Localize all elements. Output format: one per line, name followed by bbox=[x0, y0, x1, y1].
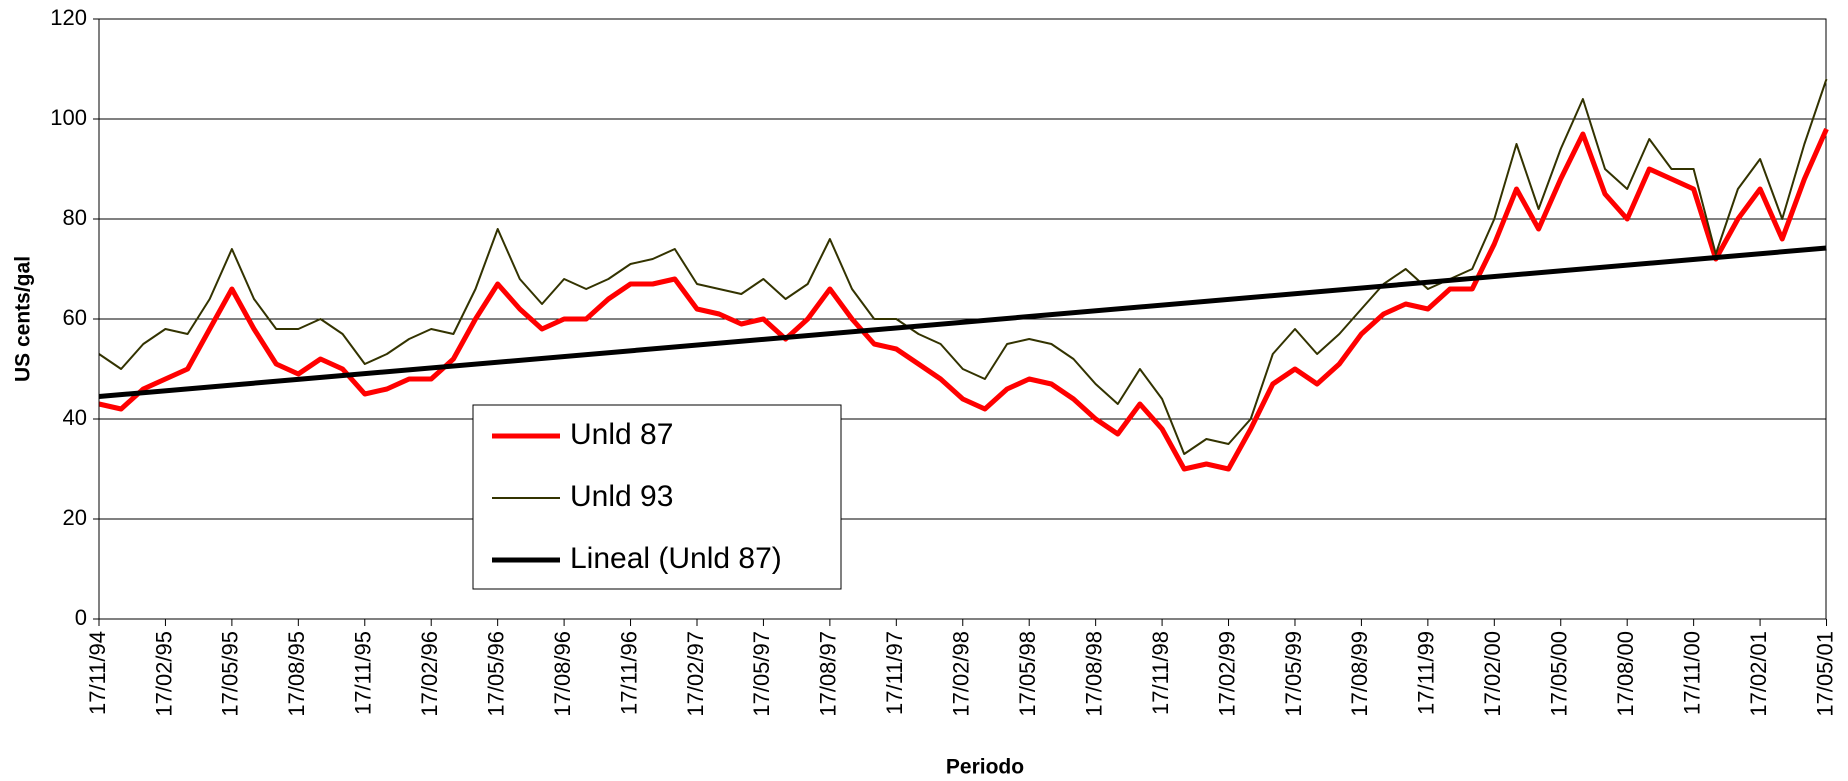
x-tick-label: 17/11/95 bbox=[351, 631, 376, 715]
x-tick-label: 17/08/96 bbox=[550, 631, 575, 717]
x-tick-label: 17/05/00 bbox=[1547, 631, 1572, 717]
y-tick-label: 40 bbox=[63, 405, 87, 430]
series-line bbox=[98, 127, 1829, 472]
y-axis-title: US cents/gal bbox=[12, 256, 35, 382]
y-tick-label: 120 bbox=[50, 5, 87, 30]
legend: Unld 87 Unld 93 Lineal (Unld 87) bbox=[472, 404, 842, 590]
x-tick-label: 17/05/99 bbox=[1281, 631, 1306, 717]
x-tick-label: 17/05/97 bbox=[749, 631, 774, 717]
x-axis-title: Periodo bbox=[946, 756, 1024, 779]
x-tick-label: 17/11/94 bbox=[85, 631, 110, 715]
x-tick-label: 17/08/99 bbox=[1347, 631, 1372, 717]
x-tick-label: 17/08/98 bbox=[1081, 631, 1106, 717]
x-tick-label: 17/11/98 bbox=[1148, 631, 1173, 715]
x-tick-label: 17/05/01 bbox=[1812, 631, 1837, 717]
x-tick-label: 17/11/97 bbox=[882, 631, 907, 715]
legend-label: Unld 93 bbox=[570, 480, 673, 513]
x-tick-label: 17/11/00 bbox=[1679, 631, 1704, 715]
legend-label: Lineal (Unld 87) bbox=[570, 542, 782, 575]
series-line bbox=[98, 78, 1828, 455]
x-tick-label: 17/02/95 bbox=[151, 631, 176, 717]
y-tick-label: 0 bbox=[75, 605, 87, 630]
x-tick-label: 17/11/96 bbox=[616, 631, 641, 715]
x-tick-label: 17/02/98 bbox=[949, 631, 974, 717]
x-tick-label: 17/02/96 bbox=[417, 631, 442, 717]
x-tick-label: 17/08/97 bbox=[816, 631, 841, 717]
x-tick-label: 17/08/95 bbox=[284, 631, 309, 717]
x-tick-label: 17/05/98 bbox=[1015, 631, 1040, 717]
x-tick-label: 17/02/01 bbox=[1746, 631, 1771, 717]
y-tick-label: 80 bbox=[63, 205, 87, 230]
x-tick-label: 17/05/95 bbox=[218, 631, 243, 717]
y-tick-label: 20 bbox=[63, 505, 87, 530]
x-tick-label: 17/02/00 bbox=[1480, 631, 1505, 717]
x-tick-label: 17/11/99 bbox=[1414, 631, 1439, 715]
series-line bbox=[98, 245, 1827, 399]
y-tick-label: 100 bbox=[50, 105, 87, 130]
x-tick-label: 17/02/99 bbox=[1214, 631, 1239, 717]
y-tick-label: 60 bbox=[63, 305, 87, 330]
x-tick-label: 17/02/97 bbox=[683, 631, 708, 717]
x-tick-label: 17/05/96 bbox=[483, 631, 508, 717]
x-tick-label: 17/08/00 bbox=[1613, 631, 1638, 717]
legend-label: Unld 87 bbox=[570, 418, 673, 451]
